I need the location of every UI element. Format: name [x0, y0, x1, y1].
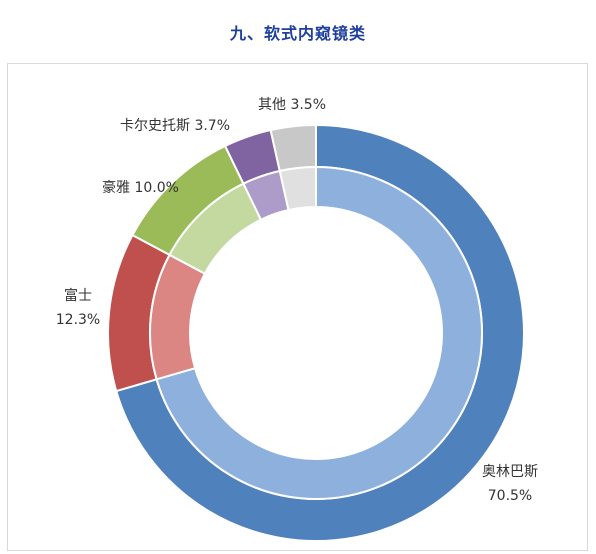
slice-label-3: 卡尔史托斯 3.7% [120, 118, 230, 134]
slice-label-0: 奥林巴斯 [482, 463, 538, 480]
slice-value-label-0: 70.5% [488, 488, 532, 504]
slice-inner-0 [155, 165, 483, 500]
slice-label-1: 富士 [64, 287, 92, 304]
chart-title: 九、软式内窥镜类 [229, 24, 366, 43]
slice-value-label-1: 12.3% [56, 312, 100, 328]
slice-inner-4 [278, 165, 317, 212]
slice-label-2: 豪雅 10.0% [102, 180, 179, 196]
slice-outer-4 [269, 123, 317, 173]
slice-label-4: 其他 3.5% [258, 97, 326, 113]
